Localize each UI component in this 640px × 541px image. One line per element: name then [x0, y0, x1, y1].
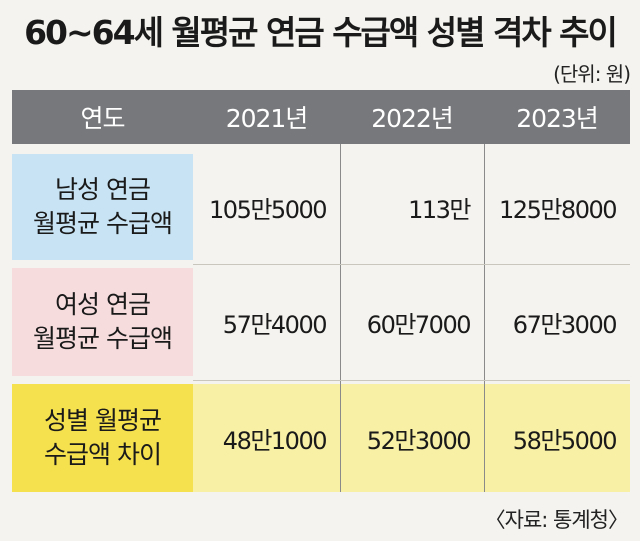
- row-label-difference-line2: 수급액 차이: [44, 440, 162, 469]
- male-2022-value: 113만: [408, 195, 471, 224]
- female-2022-value: 60만7000: [366, 310, 472, 339]
- difference-2023-value: 58만5000: [484, 384, 630, 492]
- row-label-difference: 성별 월평균 수급액 차이: [12, 384, 193, 492]
- row-divider-2: [193, 380, 630, 381]
- female-2023-value: 67만3000: [512, 310, 618, 339]
- row-label-male-line2: 월평균 수급액: [33, 209, 173, 238]
- header-2021: 2021년: [193, 90, 340, 144]
- header-2023: 2023년: [484, 90, 630, 144]
- row-label-female-line1: 여성 연금: [55, 290, 151, 319]
- difference-2021-value: 48만1000: [193, 384, 340, 492]
- male-2021-value: 105만5000: [209, 195, 327, 224]
- source-label: 〈자료: 통계청〉: [484, 508, 629, 532]
- row-label-female: 여성 연금 월평균 수급액: [12, 268, 193, 376]
- male-2023-value: 125만8000: [499, 195, 617, 224]
- row-label-male: 남성 연금 월평균 수급액: [12, 154, 193, 260]
- row-label-difference-line1: 성별 월평균: [44, 406, 162, 435]
- difference-2022-value: 52만3000: [340, 384, 484, 492]
- unit-label: (단위: 원): [553, 62, 631, 86]
- header-year: 연도: [12, 90, 193, 144]
- row-label-male-line1: 남성 연금: [55, 175, 151, 204]
- chart-title: 60~64세 월평균 연금 수급액 성별 격차 추이: [24, 13, 618, 52]
- row-label-female-line2: 월평균 수급액: [33, 324, 173, 353]
- column-divider-1: [340, 144, 341, 492]
- row-divider-1: [193, 264, 630, 265]
- column-divider-2: [484, 144, 485, 492]
- header-2022: 2022년: [340, 90, 484, 144]
- female-2021-value: 57만4000: [222, 310, 328, 339]
